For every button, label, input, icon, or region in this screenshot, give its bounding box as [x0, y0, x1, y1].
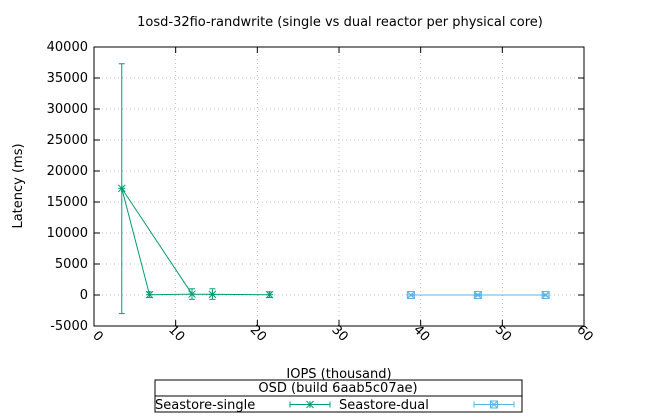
- marker-stroke: [188, 290, 196, 298]
- x-axis: 0 10 20 30 40 50 60: [89, 47, 596, 345]
- marker-stroke: [265, 290, 274, 299]
- data-point: [117, 63, 126, 315]
- y-tick-label: 15000: [47, 195, 88, 210]
- data-marker: [265, 290, 274, 299]
- data-point: [473, 291, 482, 299]
- marker-stroke: [407, 291, 415, 299]
- data-marker: [473, 291, 482, 299]
- y-axis: -5000 0 5000 10000 15000 20000 25000 30000 35000…: [47, 40, 584, 334]
- y-tick-label: 25000: [47, 133, 88, 148]
- chart-title: 1osd-32fio-randwrite (single vs dual rea…: [137, 15, 543, 30]
- plot-frame: [93, 46, 585, 327]
- y-tick-label: 10000: [47, 226, 88, 241]
- legend-marker: [306, 400, 314, 409]
- marker-stroke: [541, 291, 550, 299]
- data-marker: [117, 184, 126, 193]
- marker-stroke: [208, 290, 217, 299]
- marker-stroke: [473, 291, 482, 299]
- y-tick-label: 40000: [47, 40, 88, 55]
- data-marker: [541, 291, 550, 299]
- marker-stroke: [490, 400, 498, 409]
- marker-stroke: [306, 400, 314, 409]
- y-tick-label: -5000: [50, 319, 88, 334]
- grid: [94, 47, 584, 326]
- marker-stroke: [541, 291, 550, 299]
- marker-stroke: [473, 291, 482, 299]
- data-point: [406, 291, 415, 299]
- series-layer: [117, 63, 550, 315]
- legend-label-seastore-dual: Seastore-dual: [339, 398, 429, 413]
- series-seastore-single: [117, 63, 274, 315]
- marker-stroke: [117, 184, 126, 193]
- marker-stroke: [406, 291, 415, 299]
- marker-stroke: [145, 290, 154, 299]
- legend-label-seastore-single: Seastore-single: [155, 398, 255, 413]
- legend-marker: [490, 400, 498, 409]
- y-tick-label: 5000: [55, 257, 88, 272]
- data-marker: [208, 290, 217, 299]
- data-point: [541, 291, 550, 299]
- legend-title: OSD (build 6aab5c07ae): [258, 381, 417, 396]
- data-marker: [406, 291, 415, 299]
- legend: OSD (build 6aab5c07ae) Seastore-single S…: [154, 379, 523, 413]
- data-point: [265, 290, 274, 299]
- x-tick-label: 0: [89, 328, 105, 344]
- series-line-seastore-single: [121, 188, 270, 296]
- y-tick-label: 30000: [47, 102, 88, 117]
- data-point: [145, 290, 154, 299]
- legend-sample-seastore-dual: [473, 400, 515, 409]
- marker-stroke: [490, 400, 498, 409]
- y-tick-label: 20000: [47, 164, 88, 179]
- y-tick-label: 0: [80, 288, 88, 303]
- legend-sample-seastore-single: [289, 400, 331, 409]
- data-point: [188, 288, 196, 300]
- data-marker: [188, 290, 196, 298]
- y-axis-title: Latency (ms): [11, 143, 26, 228]
- x-axis-title: IOPS (thousand): [286, 367, 391, 382]
- data-marker: [145, 290, 154, 299]
- data-point: [208, 288, 217, 300]
- y-tick-label: 35000: [47, 71, 88, 86]
- series-seastore-dual: [406, 291, 550, 299]
